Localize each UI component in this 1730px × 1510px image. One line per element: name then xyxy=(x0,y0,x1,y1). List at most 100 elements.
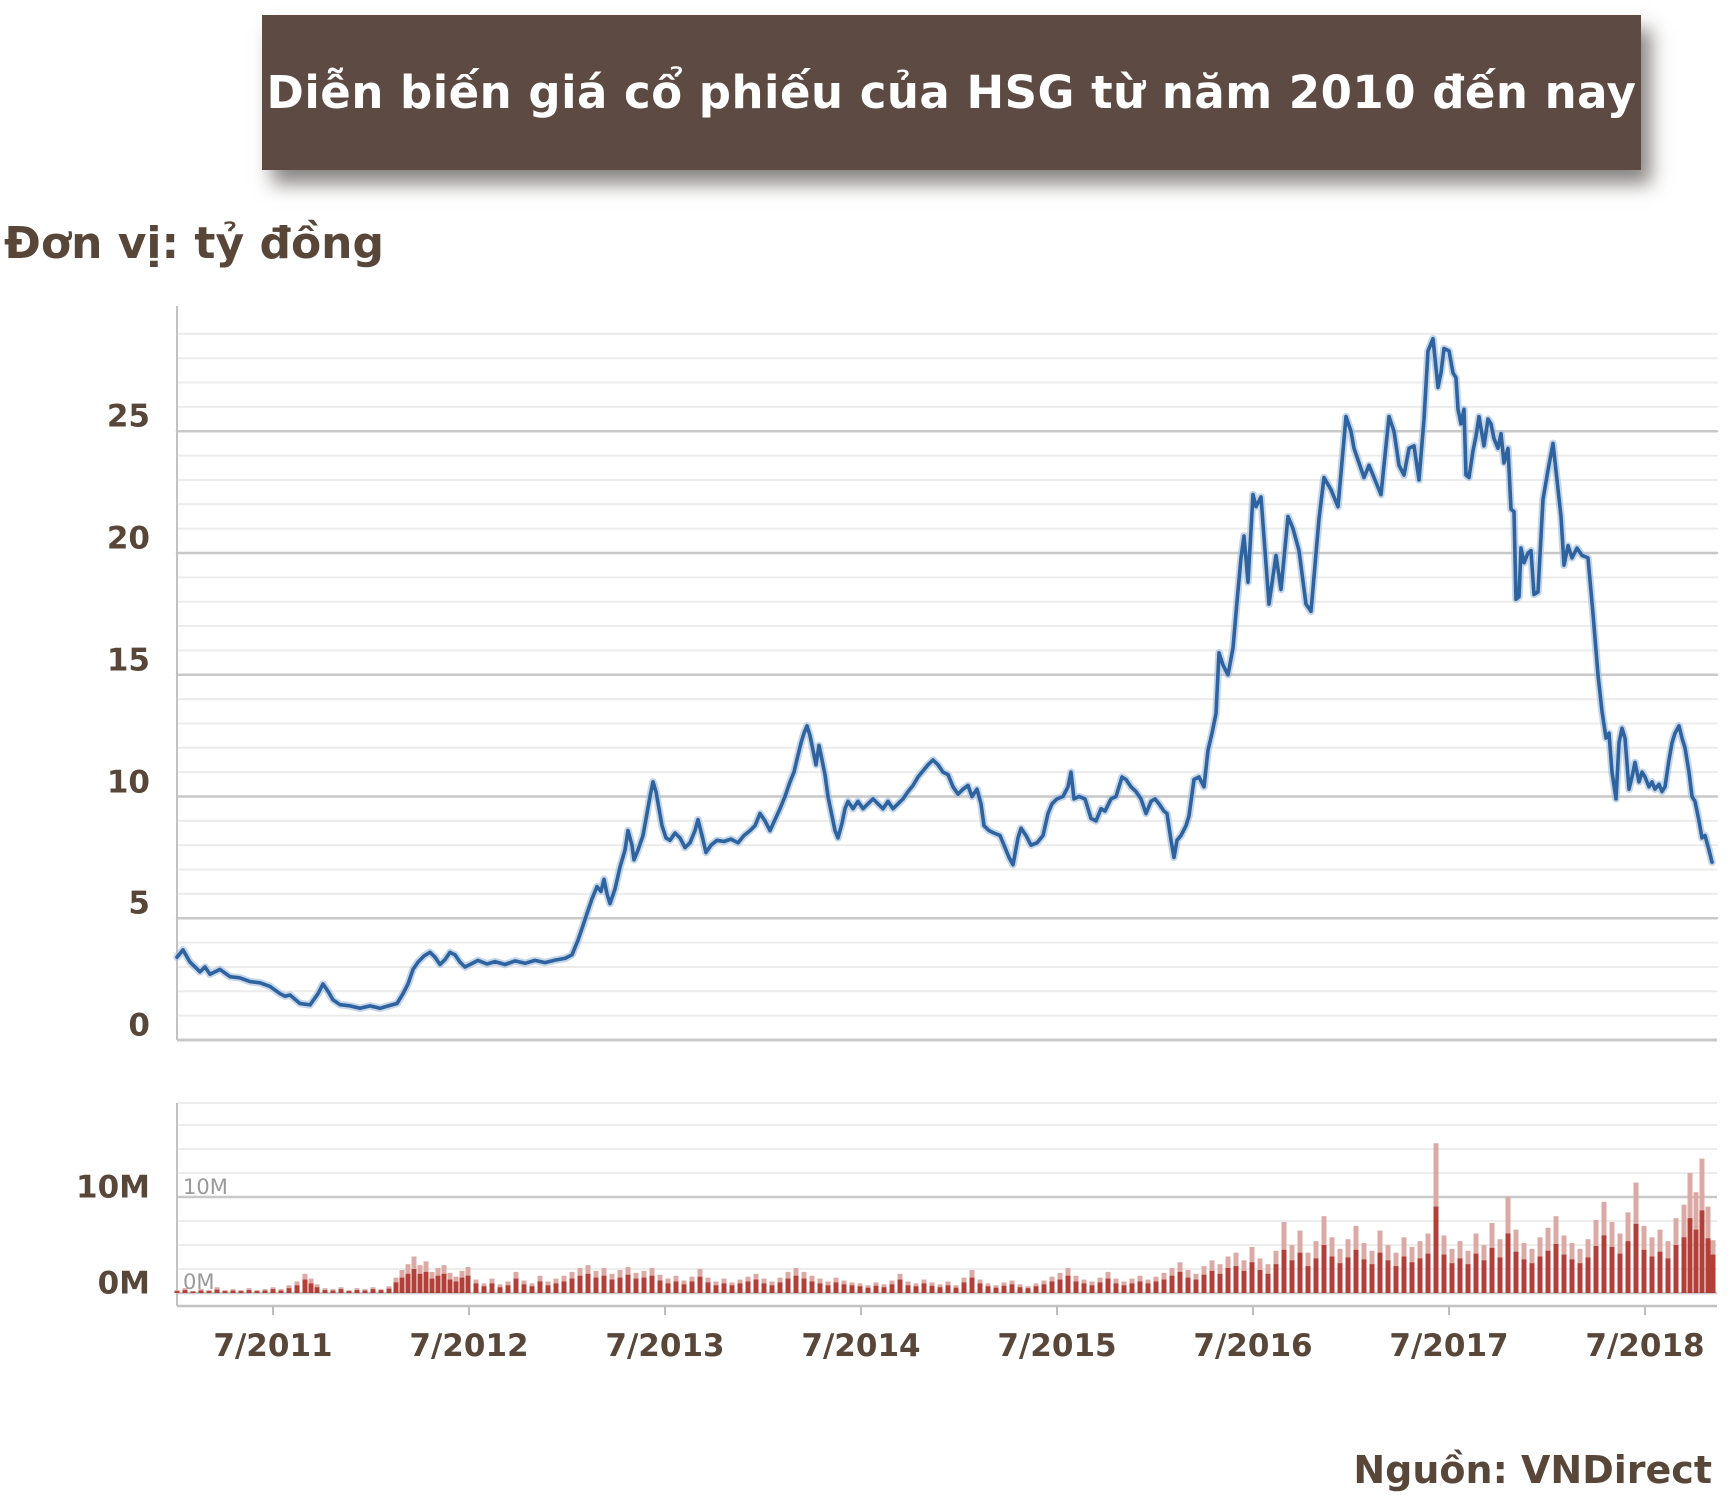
volume-bar xyxy=(1185,1277,1191,1293)
volume-bar xyxy=(1401,1256,1407,1293)
volume-bar xyxy=(769,1285,775,1293)
volume-bar xyxy=(254,1291,260,1293)
volume-bar xyxy=(1353,1249,1359,1293)
volume-bar xyxy=(1233,1266,1239,1293)
volume-bar xyxy=(1169,1275,1175,1293)
volume-bar xyxy=(1641,1249,1647,1293)
volume-bar xyxy=(537,1281,543,1293)
volume-bar xyxy=(977,1283,983,1293)
volume-bar xyxy=(1369,1264,1375,1293)
volume-bar xyxy=(1241,1270,1247,1293)
volume-bar xyxy=(314,1287,320,1293)
volume-bar xyxy=(1257,1269,1263,1293)
volume-bar xyxy=(198,1290,204,1293)
volume-bar xyxy=(1121,1285,1127,1293)
volume-bar xyxy=(937,1287,943,1293)
price-axis-tick-label: 25 xyxy=(106,398,150,435)
volume-bar xyxy=(1105,1278,1111,1293)
volume-bar xyxy=(1497,1257,1503,1293)
price-axis-tick-label: 20 xyxy=(106,520,150,557)
volume-bar xyxy=(1065,1275,1071,1293)
inner-volume-0m-label: 0M xyxy=(183,1270,215,1294)
volume-bar xyxy=(545,1285,551,1293)
volume-bar xyxy=(1665,1258,1671,1293)
volume-bar xyxy=(809,1281,815,1293)
volume-bar xyxy=(993,1287,999,1293)
volume-bar xyxy=(1710,1254,1716,1293)
volume-bar xyxy=(1001,1285,1007,1293)
volume-bar xyxy=(447,1279,453,1293)
volume-bar xyxy=(411,1269,417,1293)
volume-bar xyxy=(1273,1264,1279,1293)
volume-bar xyxy=(1561,1254,1567,1293)
x-axis-tick-label: 7/2011 xyxy=(213,1328,333,1364)
volume-bar xyxy=(1673,1245,1679,1293)
volume-bar xyxy=(1177,1271,1183,1293)
volume-bar xyxy=(609,1279,615,1293)
volume-bar xyxy=(1305,1266,1311,1293)
volume-bar xyxy=(713,1285,719,1293)
volume-bar xyxy=(1145,1283,1151,1293)
volume-bar xyxy=(1465,1264,1471,1293)
volume-bar xyxy=(1649,1256,1655,1293)
price-line xyxy=(175,336,1714,1011)
volume-bar xyxy=(1569,1259,1575,1293)
volume-bar xyxy=(881,1287,887,1293)
volume-bar xyxy=(393,1282,399,1293)
volume-bar xyxy=(270,1289,276,1293)
volume-bar xyxy=(1693,1229,1699,1293)
volume-bar xyxy=(1073,1281,1079,1293)
volume-bar xyxy=(929,1285,935,1293)
volume-bar xyxy=(657,1280,663,1293)
volume-bar xyxy=(705,1282,711,1293)
volume-bar xyxy=(1161,1279,1167,1293)
volume-bar xyxy=(1313,1258,1319,1293)
volume-bar xyxy=(889,1284,895,1293)
volume-bar xyxy=(521,1284,527,1293)
price-axis-tick-label: 15 xyxy=(106,642,150,679)
volume-bar xyxy=(322,1290,328,1293)
volume-bar xyxy=(1699,1210,1705,1293)
volume-bar xyxy=(1017,1287,1023,1293)
volume-bar xyxy=(857,1286,863,1293)
volume-bar xyxy=(1057,1279,1063,1293)
volume-bar xyxy=(370,1289,376,1293)
volume-bar xyxy=(423,1271,429,1293)
volume-bar xyxy=(1625,1241,1631,1293)
volume-bar xyxy=(1249,1262,1255,1293)
volume-bar xyxy=(1009,1284,1015,1293)
volume-bar xyxy=(729,1285,735,1293)
volume-bar xyxy=(1633,1223,1639,1293)
volume-bar xyxy=(1473,1253,1479,1293)
volume-bar xyxy=(585,1273,591,1293)
volume-bar xyxy=(238,1291,244,1293)
x-axis-tick-label: 7/2018 xyxy=(1585,1328,1705,1364)
volume-bar xyxy=(849,1285,855,1293)
volume-bar xyxy=(1217,1273,1223,1293)
volume-bar xyxy=(841,1284,847,1293)
volume-bar xyxy=(761,1283,767,1293)
volume-bar xyxy=(473,1283,479,1293)
volume-bar xyxy=(529,1286,535,1293)
volume-bar xyxy=(399,1277,405,1293)
volume-bar xyxy=(1265,1273,1271,1293)
volume-bar xyxy=(1687,1218,1693,1293)
inner-volume-10m-label: 10M xyxy=(183,1175,228,1199)
volume-bar xyxy=(1081,1283,1087,1293)
volume-bar xyxy=(905,1285,911,1293)
volume-bar xyxy=(1449,1263,1455,1293)
volume-bar xyxy=(593,1277,599,1293)
volume-bar xyxy=(649,1275,655,1293)
volume-bar xyxy=(1129,1283,1135,1293)
title-banner: Diễn biến giá cổ phiếu của HSG từ năm 20… xyxy=(262,15,1641,170)
volume-bar xyxy=(278,1290,284,1293)
volume-bar xyxy=(362,1290,368,1293)
volume-bar xyxy=(1345,1257,1351,1293)
volume-bar xyxy=(673,1281,679,1293)
volume-bar xyxy=(953,1287,959,1293)
volume-bar xyxy=(246,1290,252,1293)
volume-bar xyxy=(174,1291,180,1293)
volume-bar xyxy=(945,1285,951,1293)
